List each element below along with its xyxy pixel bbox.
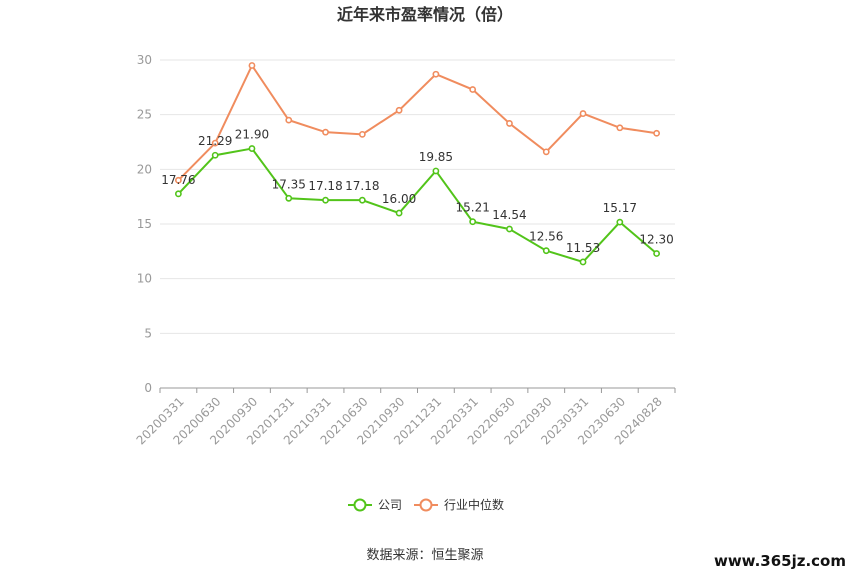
data-point-1[interactable] <box>322 128 329 136</box>
y-tick-label: 0 <box>144 381 152 395</box>
data-label: 17.18 <box>308 179 342 193</box>
data-label: 19.85 <box>419 150 453 164</box>
source-note: 数据来源：恒生聚源 <box>366 548 483 563</box>
data-point-1[interactable] <box>506 120 513 127</box>
legend-label[interactable]: 行业中位数 <box>444 497 504 512</box>
data-label: 15.17 <box>603 201 637 215</box>
y-tick-label: 25 <box>137 108 152 122</box>
data-point-0[interactable] <box>322 196 329 204</box>
data-point-1[interactable] <box>653 129 661 137</box>
y-tick-label: 30 <box>137 53 152 67</box>
legend-swatch-marker <box>353 498 367 512</box>
data-label: 15.21 <box>455 201 489 215</box>
data-point-0[interactable] <box>211 151 219 159</box>
data-point-1[interactable] <box>285 116 293 124</box>
data-point-0[interactable] <box>469 218 477 226</box>
y-tick-label: 5 <box>144 326 152 340</box>
data-point-1[interactable] <box>432 70 440 78</box>
series-group <box>174 62 661 266</box>
data-label: 21.90 <box>235 128 269 142</box>
data-point-0[interactable] <box>616 218 624 226</box>
data-point-0[interactable] <box>358 196 366 204</box>
data-point-0[interactable] <box>285 194 293 202</box>
x-axis-ticks: 2020033120200630202009302020123120210331… <box>134 388 676 448</box>
chart-title: 近年来市盈率情况（倍） <box>337 5 513 24</box>
data-label: 11.53 <box>566 241 600 255</box>
data-point-1[interactable] <box>542 148 550 156</box>
legend[interactable]: 公司 行业中位数 <box>348 497 504 512</box>
data-label: 16.00 <box>382 192 416 206</box>
data-point-0[interactable] <box>432 167 440 175</box>
data-point-0[interactable] <box>174 190 182 198</box>
legend-label[interactable]: 公司 <box>378 498 402 512</box>
data-label: 12.56 <box>529 230 563 244</box>
y-tick-label: 10 <box>137 272 152 286</box>
data-point-0[interactable] <box>395 209 403 217</box>
data-label: 17.35 <box>272 177 306 191</box>
series-line-1 <box>177 63 657 181</box>
legend-swatch-marker <box>419 498 433 512</box>
grid-lines <box>160 59 675 334</box>
y-tick-label: 15 <box>137 217 152 231</box>
data-point-1[interactable] <box>248 62 256 69</box>
data-point-1[interactable] <box>469 86 477 93</box>
data-point-1[interactable] <box>358 130 366 138</box>
data-label: 12.30 <box>639 233 673 247</box>
data-point-1[interactable] <box>211 139 219 147</box>
data-point-1[interactable] <box>395 106 403 114</box>
data-point-0[interactable] <box>506 225 513 233</box>
data-label: 17.18 <box>345 179 379 193</box>
y-tick-label: 20 <box>137 162 152 176</box>
watermark: www.365jz.com <box>714 552 846 570</box>
data-point-0[interactable] <box>653 250 661 257</box>
data-point-0[interactable] <box>248 145 256 152</box>
y-axis-ticks: 0 5 10 15 20 25 30 <box>137 53 152 395</box>
data-point-1[interactable] <box>616 124 624 132</box>
data-point-0[interactable] <box>579 258 587 266</box>
data-point-0[interactable] <box>542 247 550 255</box>
data-point-1[interactable] <box>579 110 587 117</box>
data-label: 21.29 <box>198 134 232 148</box>
data-label: 14.54 <box>492 208 526 222</box>
series-line-0 <box>177 147 658 264</box>
data-label: 17.76 <box>161 173 195 187</box>
data-point-1[interactable] <box>174 176 182 184</box>
